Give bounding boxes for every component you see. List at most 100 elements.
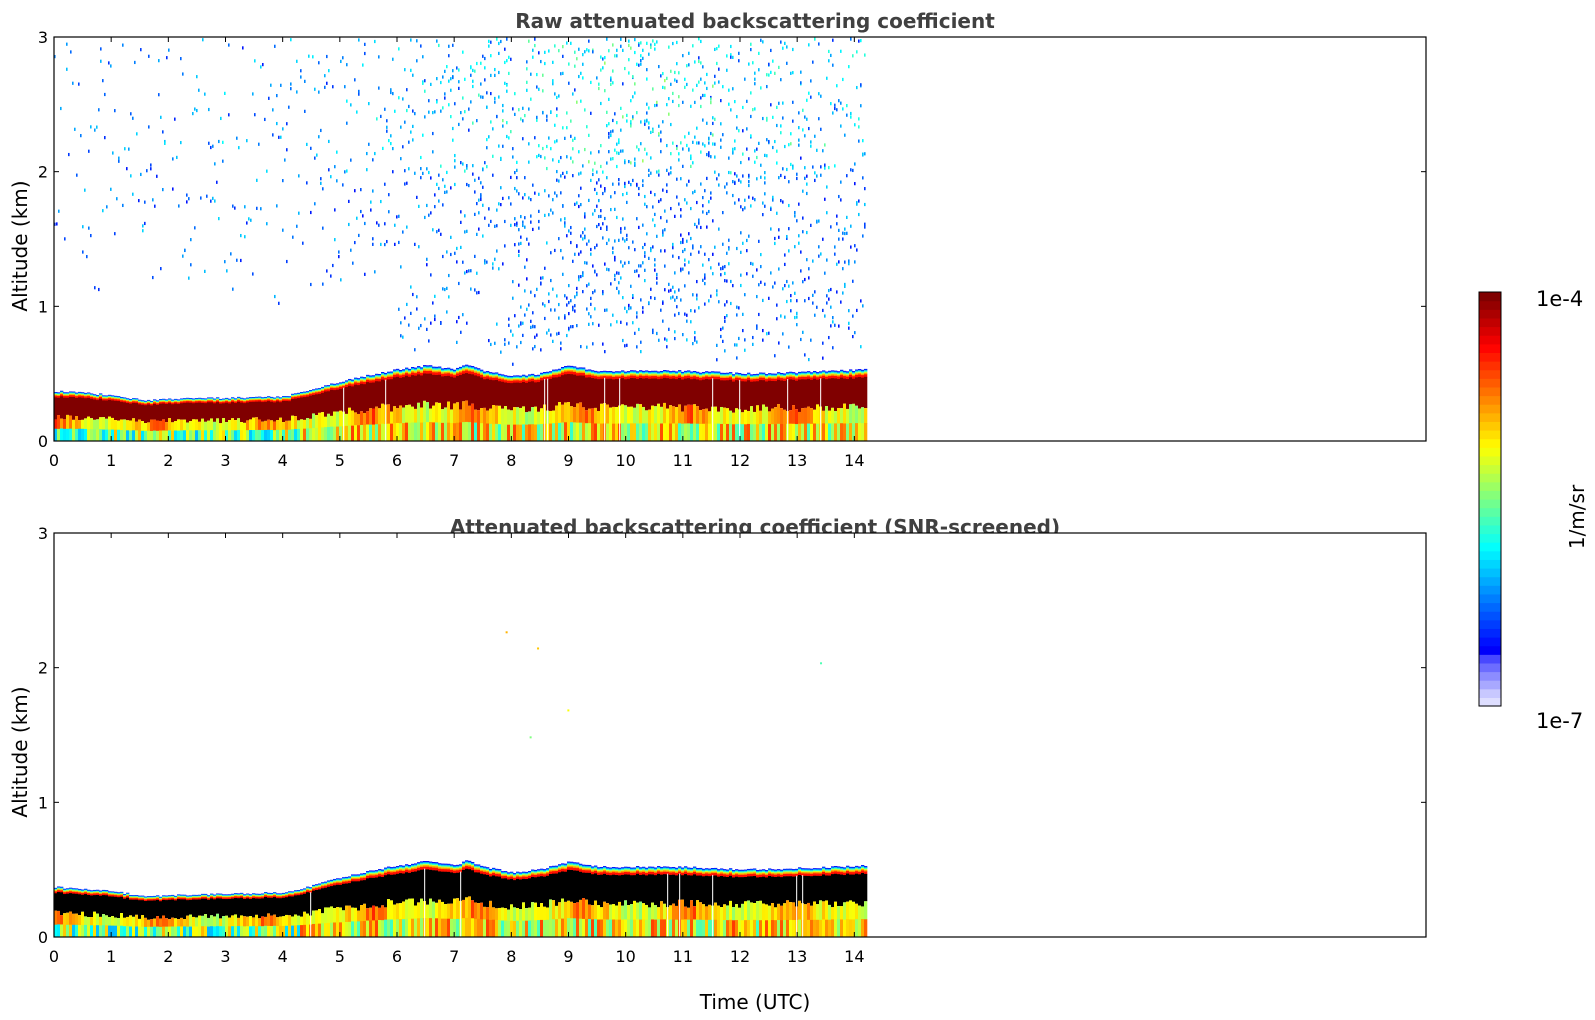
- panel1-x-tick-label: 11: [673, 451, 693, 470]
- panel1-time-column: [105, 395, 109, 441]
- panel2-time-column: [813, 868, 817, 937]
- panel2-time-column: [660, 866, 664, 937]
- panel1-time-column: [825, 371, 829, 441]
- panel2-time-column: [174, 895, 178, 937]
- panel2-time-column: [270, 892, 274, 937]
- panel1-time-column: [300, 391, 304, 441]
- panel1-time-column: [324, 385, 328, 441]
- panel1-time-column: [426, 365, 430, 441]
- panel2-time-column: [153, 895, 157, 937]
- panel1-time-column: [579, 367, 583, 441]
- panel1-time-column: [117, 396, 121, 441]
- panel1-time-column: [504, 375, 508, 441]
- panel1-time-column: [852, 371, 856, 441]
- panel2-time-column: [417, 862, 421, 937]
- panel2-time-column: [831, 866, 835, 937]
- panel2-time-column: [807, 868, 811, 937]
- panel1-time-column: [750, 374, 754, 441]
- colorbar-level: [1479, 335, 1501, 345]
- panel1-time-column: [636, 371, 640, 441]
- panel2-y-axis-label: Altitude (km): [8, 686, 32, 817]
- panel1-time-column: [702, 372, 706, 441]
- panel2-time-column: [129, 895, 133, 937]
- panel1-time-column: [525, 375, 529, 441]
- panel1-time-column: [609, 371, 613, 441]
- panel1-time-column: [174, 398, 178, 441]
- panel2-time-column: [864, 866, 868, 937]
- panel1-time-column: [804, 371, 808, 441]
- panel2-time-column: [465, 860, 469, 937]
- panel2-time-column: [63, 888, 67, 937]
- panel2-y-tick-label: 3: [38, 524, 48, 543]
- panel2-time-column: [684, 866, 688, 937]
- panel1-time-column: [450, 368, 454, 441]
- panel1-time-column: [135, 398, 139, 441]
- panel1-time-column: [669, 371, 673, 441]
- panel1-time-column: [591, 370, 595, 441]
- panel2-time-column: [75, 888, 79, 937]
- panel2-time-column: [507, 872, 511, 937]
- panel2-time-column: [828, 868, 832, 937]
- colorbar-level: [1479, 593, 1501, 604]
- panel1-time-column: [111, 395, 115, 441]
- panel2-time-column: [654, 867, 658, 937]
- panel2-time-column: [84, 888, 88, 937]
- panel1-time-column: [69, 391, 73, 441]
- panel1-time-column: [447, 367, 451, 441]
- panel1-time-column: [363, 377, 367, 441]
- panel1-time-column: [489, 372, 493, 441]
- panel2-time-column: [492, 867, 496, 937]
- colorbar-level: [1479, 481, 1501, 491]
- panel2-time-column: [780, 869, 784, 937]
- panel2-time-column: [603, 866, 607, 937]
- panel2-time-column: [171, 894, 175, 937]
- panel1-time-column: [501, 374, 505, 441]
- panel1-time-column: [381, 371, 385, 441]
- panel2-time-column: [375, 870, 379, 937]
- panel1-x-tick-label: 12: [730, 451, 750, 470]
- panel1-time-column: [822, 370, 826, 441]
- panel1-time-column: [672, 370, 676, 441]
- panel2-time-column: [657, 866, 661, 937]
- panel2-time-column: [60, 886, 64, 937]
- panel2-time-column: [156, 895, 160, 937]
- panel1-time-column: [126, 398, 130, 441]
- panel1-time-column: [780, 372, 784, 441]
- colorbar-level: [1479, 568, 1501, 578]
- colorbar-level: [1479, 516, 1501, 526]
- panel1-x-tick-label: 6: [392, 451, 402, 470]
- panel2-time-column: [234, 893, 238, 937]
- panel1-time-column: [816, 372, 820, 441]
- panel1-time-column: [279, 397, 283, 441]
- panel1-x-tick-label: 13: [787, 451, 807, 470]
- colorbar-level: [1479, 412, 1501, 422]
- panel2-time-column: [438, 863, 442, 937]
- panel2-time-column: [327, 880, 331, 937]
- panel2-time-column: [261, 893, 265, 937]
- panel1-time-column: [687, 370, 691, 441]
- panel2-time-column: [135, 895, 139, 937]
- panel2-time-column: [744, 869, 748, 937]
- colorbar-level: [1479, 637, 1501, 647]
- panel2-time-column: [147, 896, 151, 937]
- panel1-time-column: [567, 365, 571, 441]
- panel1-time-column: [306, 391, 310, 441]
- panel1-time-column: [765, 374, 769, 441]
- panel1-time-column: [207, 397, 211, 441]
- panel2-time-column: [687, 867, 691, 937]
- panel1-time-column: [846, 371, 850, 441]
- panel2-time-column: [204, 893, 208, 937]
- panel2-time-column: [168, 895, 172, 937]
- panel2-time-column: [849, 866, 853, 937]
- panel1-time-column: [81, 392, 85, 441]
- panel1-time-column: [297, 392, 301, 441]
- panel1-time-column: [729, 372, 733, 441]
- colorbar: [1478, 291, 1502, 707]
- panel2-time-column: [690, 867, 694, 937]
- panel1-time-column: [783, 373, 787, 441]
- colorbar-level: [1479, 455, 1501, 466]
- panel2-time-column: [558, 864, 562, 937]
- panel1-time-column: [462, 365, 466, 441]
- panel2-time-column: [678, 866, 682, 937]
